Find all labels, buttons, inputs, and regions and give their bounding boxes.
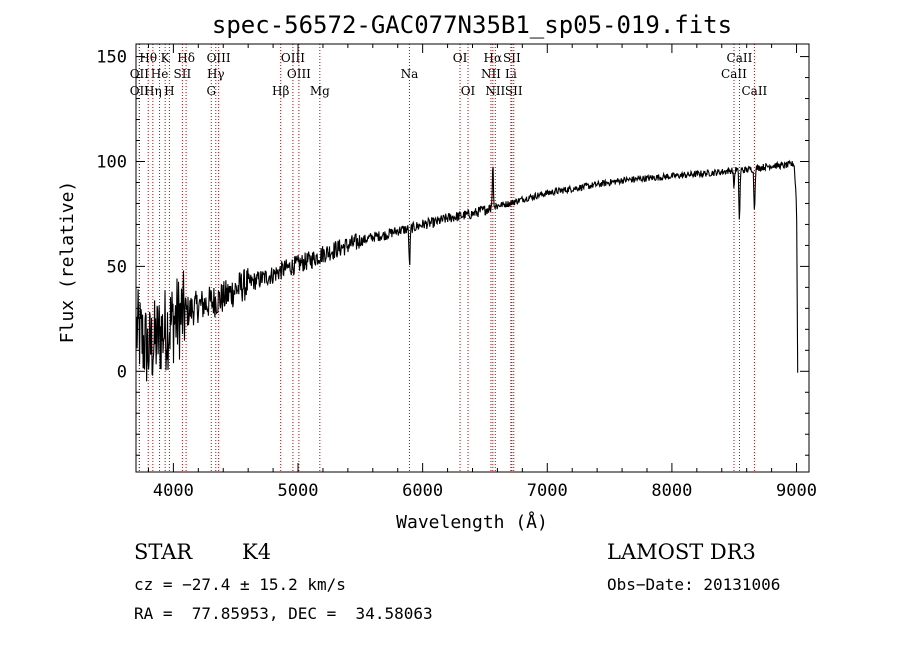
x-tick-label: 5000: [278, 481, 319, 501]
line-marker-label: Li: [505, 67, 517, 81]
line-marker-label: G: [206, 84, 216, 98]
line-marker-label: OI: [461, 84, 476, 98]
observation-date: Obs−Date: 20131006: [607, 575, 781, 594]
line-marker-label: SII: [505, 84, 523, 98]
line-marker-label: OIII: [287, 67, 311, 81]
x-tick-label: 6000: [402, 481, 443, 501]
line-marker-label: OII: [130, 84, 150, 98]
spectrum: [136, 159, 799, 382]
coordinates-ra-dec: RA = 77.85953, DEC = 34.58063: [134, 604, 433, 623]
chart-title: spec-56572-GAC077N35B1_sp05-019.fits: [212, 11, 732, 39]
x-tick-label: 4000: [153, 481, 194, 501]
line-marker-label: Hα: [484, 51, 503, 65]
line-marker-label: OIII: [281, 51, 305, 65]
y-tick-label: 0: [117, 362, 127, 382]
redshift-cz: cz = −27.4 ± 15.2 km/s: [134, 575, 346, 594]
object-subclass: K4: [242, 540, 272, 564]
y-tick-label: 50: [107, 257, 127, 277]
line-marker-label: Na: [401, 67, 419, 81]
line-marker-label: SII: [503, 51, 521, 65]
x-tick-label: 8000: [651, 481, 692, 501]
line-marker-label: CaII: [721, 67, 747, 81]
line-marker-label: CaII: [741, 84, 767, 98]
line-marker-label: H: [164, 84, 174, 98]
survey-name: LAMOST DR3: [607, 540, 756, 564]
y-tick-label: 150: [96, 48, 127, 68]
spectrum-line: [136, 159, 799, 382]
line-marker-label: NII: [485, 84, 505, 98]
line-marker-label: CaII: [727, 51, 753, 65]
line-marker-label: Hγ: [207, 67, 225, 81]
y-tick-label: 100: [96, 152, 127, 172]
y-axis-label: Flux (relative): [57, 181, 78, 344]
line-marker-label: OI: [453, 51, 468, 65]
line-marker-label: OIII: [207, 51, 231, 65]
line-marker-label: NII: [481, 67, 501, 81]
x-tick-label: 7000: [527, 481, 568, 501]
line-marker-label: SII: [174, 67, 192, 81]
line-marker-label: Hη: [144, 84, 162, 98]
x-axis-label: Wavelength (Å): [396, 511, 548, 533]
x-tick-label: 9000: [776, 481, 817, 501]
line-marker-label: Hθ: [139, 51, 157, 65]
line-marker-label: He: [151, 67, 169, 81]
line-marker-label: K: [161, 51, 171, 65]
line-marker-label: Hδ: [177, 51, 195, 65]
axes: 4000 5000 6000 7000 8000 9000 0 50 100 150: [96, 44, 817, 501]
line-marker-label: Hβ: [272, 84, 289, 98]
object-type: STAR: [134, 540, 193, 564]
line-marker-label: Mg: [310, 84, 330, 98]
